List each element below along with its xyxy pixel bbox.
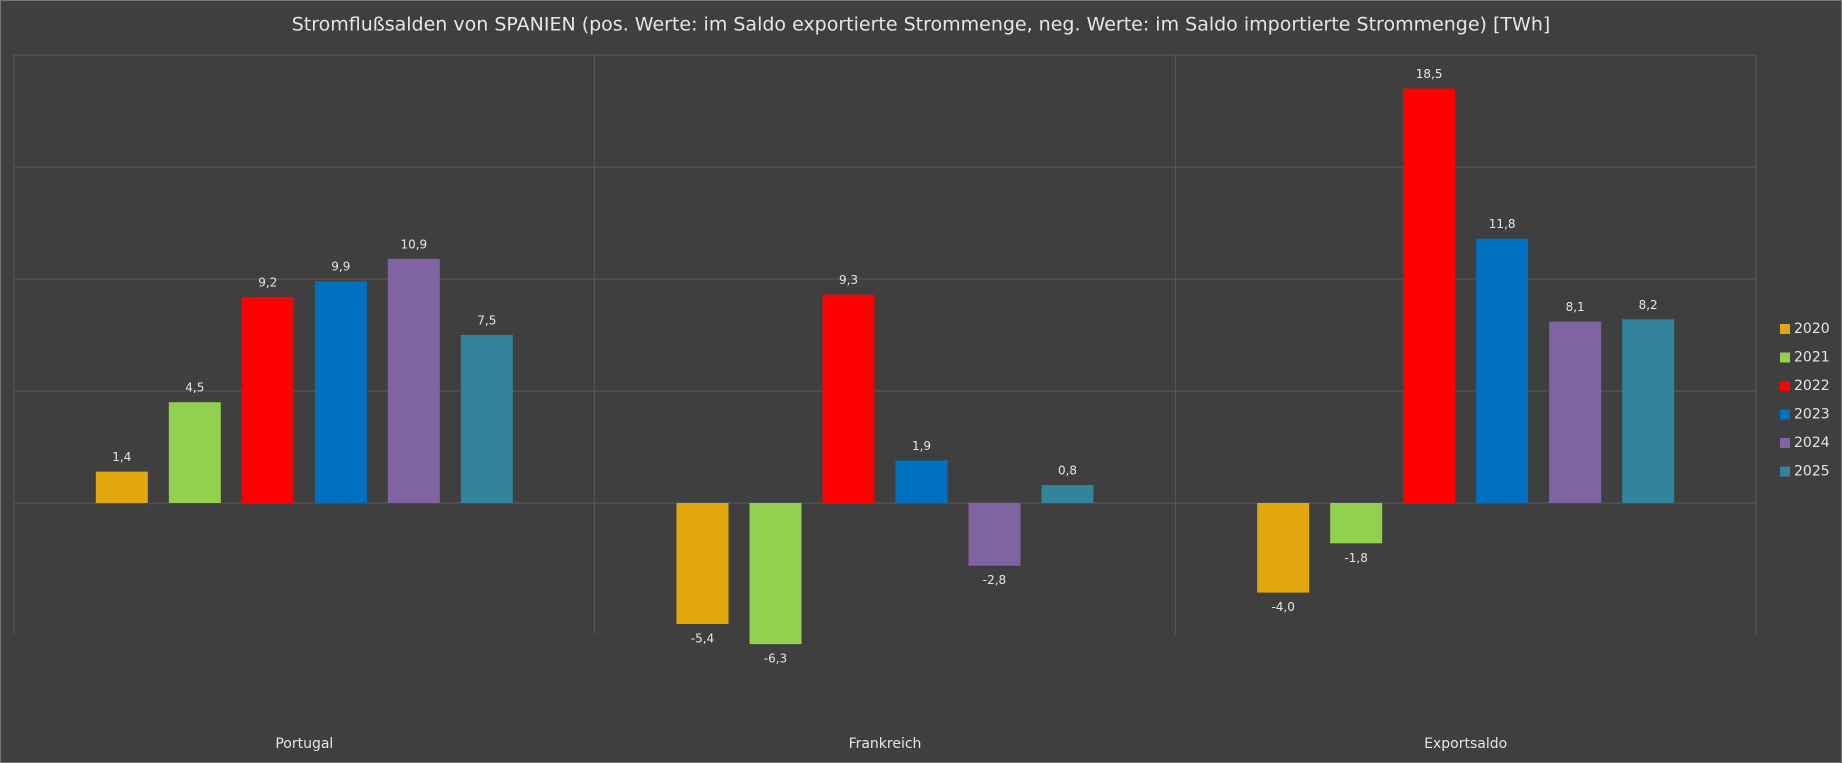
x-tick-label: Frankreich [849,736,922,752]
value-label: 0,8 [1058,464,1077,478]
x-tick-label: Exportsaldo [1424,736,1507,752]
value-label: 9,9 [331,260,350,274]
bar [1549,321,1602,503]
legend-swatch [1780,438,1790,448]
legend-label: 2024 [1794,435,1830,451]
legend-swatch [1780,381,1790,391]
value-label: -4,0 [1271,600,1294,614]
bar [1476,238,1529,503]
bar [1041,485,1094,503]
value-label: -2,8 [983,573,1006,587]
bar [968,503,1021,566]
value-label: 11,8 [1489,217,1516,231]
bar [822,294,875,503]
bar [168,402,221,503]
value-label: 1,9 [912,439,931,453]
legend-swatch [1780,352,1790,363]
bar [749,503,802,645]
x-tick-label: Portugal [275,736,333,752]
legend-label: 2021 [1794,350,1830,366]
value-label: 1,4 [112,450,131,464]
legend-label: 2023 [1794,407,1830,423]
legend-label: 2020 [1794,321,1830,337]
value-label: -6,3 [764,652,787,666]
legend-swatch [1780,466,1790,477]
value-label: 8,1 [1566,300,1585,314]
bar [1330,503,1383,544]
bar [314,281,367,503]
value-label: 18,5 [1416,67,1443,81]
bar [1622,319,1675,503]
value-label: 7,5 [477,314,496,328]
value-label: 9,2 [258,275,277,289]
bar [241,296,294,503]
bar [1403,88,1456,503]
legend-label: 2025 [1794,464,1830,480]
bar [95,471,148,503]
value-label: 10,9 [400,237,427,251]
value-label: -5,4 [691,631,714,645]
value-label: -1,8 [1344,551,1367,565]
value-label: 8,2 [1639,298,1658,312]
value-label: 4,5 [185,381,204,395]
chart-title: Stromflußsalden von SPANIEN (pos. Werte:… [292,14,1551,36]
legend-swatch [1780,409,1790,420]
value-label: 9,3 [839,273,858,287]
legend-label: 2022 [1794,378,1830,394]
bar [1257,503,1310,593]
legend-swatch [1780,324,1790,334]
bar [460,335,513,503]
bar [895,460,948,503]
bar [387,258,440,503]
bar [676,503,729,624]
